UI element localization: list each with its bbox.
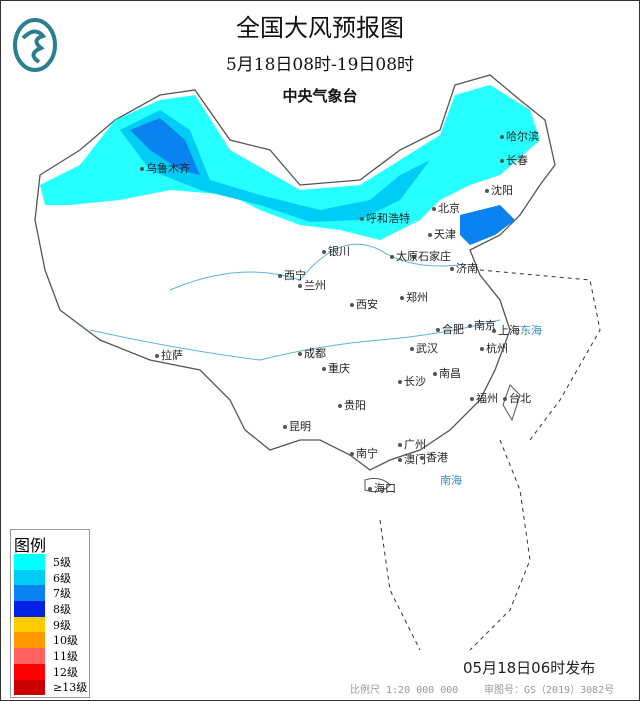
city-label: 乌鲁木齐 [140, 160, 190, 176]
legend-swatch [14, 585, 45, 602]
city-label: 杭州 [480, 340, 508, 356]
city-label: 南宁 [350, 445, 378, 461]
city-label: 海口 [368, 480, 396, 496]
legend-label: ≥13级 [53, 681, 88, 695]
forecast-period: 5月18日08时-19日08时 [225, 55, 415, 75]
city-label: 重庆 [322, 360, 350, 376]
legend-swatch [14, 616, 45, 633]
city-label: 哈尔滨 [500, 128, 539, 144]
province-boundary [479, 269, 601, 441]
legend-item: 8级 [11, 601, 89, 617]
legend-item: 11级 [11, 648, 89, 664]
city-label: 银川 [322, 243, 350, 259]
legend-label: 7级 [53, 587, 71, 601]
city-label: 台北 [503, 390, 531, 406]
city-label: 上海 [492, 322, 520, 338]
nine-dash-line [379, 439, 531, 651]
city-label: 南昌 [433, 365, 461, 381]
legend-swatch [14, 554, 45, 570]
legend-item: 12级 [11, 663, 89, 680]
city-label: 武汉 [410, 340, 438, 356]
city-label: 兰州 [298, 277, 326, 293]
legend-item: 9级 [11, 616, 89, 633]
city-label: 昆明 [283, 418, 311, 434]
city-label: 西安 [350, 296, 378, 312]
cma-logo-icon [13, 18, 57, 72]
legend-swatch [14, 679, 45, 696]
issue-time: 05月18日06时发布 [463, 659, 596, 677]
legend-item: 6级 [11, 569, 89, 586]
city-label: 福州 [470, 390, 498, 406]
legend-label: 12级 [53, 665, 78, 679]
map-approval-number: 审图号：GS（2019）3082号 [484, 685, 615, 696]
legend-swatch [14, 601, 45, 617]
city-label: 长沙 [398, 373, 426, 389]
city-label: 石家庄 [412, 248, 451, 264]
sea-label: 东海 [520, 324, 542, 337]
legend-label: 8级 [53, 602, 71, 616]
legend-item: ≥13级 [11, 679, 89, 696]
legend-swatch [14, 648, 45, 664]
legend-title: 图例 [14, 536, 47, 555]
legend-label: 11级 [53, 649, 78, 663]
legend-item: 10级 [11, 632, 89, 649]
map-title: 全国大风预报图 [236, 14, 404, 42]
city-label: 贵阳 [338, 397, 366, 413]
city-label: 济南 [450, 260, 478, 276]
city-label: 合肥 [436, 321, 464, 337]
city-label: 成都 [298, 345, 326, 361]
city-label: 天津 [428, 226, 456, 242]
city-label: 拉萨 [155, 347, 183, 363]
legend-label: 9级 [53, 618, 71, 632]
legend-swatch [14, 569, 45, 586]
city-label: 沈阳 [485, 182, 513, 198]
legend-swatch [14, 632, 45, 649]
sea-label: 南海 [440, 474, 462, 487]
city-label: 南京 [468, 317, 496, 333]
legend: 图例 5级 6级 7级 8级 9级 10级 11级 12级 ≥13级 [10, 529, 90, 698]
city-label: 太原 [390, 248, 418, 264]
wind-zone-bohai [460, 205, 515, 245]
city-label: 北京 [432, 200, 460, 216]
legend-label: 10级 [53, 634, 78, 648]
city-label: 郑州 [400, 289, 428, 305]
legend-item: 5级 [11, 554, 89, 570]
city-label: 香港 [420, 449, 448, 465]
legend-label: 5级 [53, 555, 71, 569]
legend-label: 6级 [53, 571, 71, 585]
legend-swatch [14, 663, 45, 680]
issuer-name: 中央气象台 [282, 87, 358, 105]
city-label: 长春 [500, 152, 528, 168]
legend-item: 7级 [11, 585, 89, 602]
map-scale: 比例尺 1:20 000 000 [350, 685, 459, 696]
city-label: 广州 [398, 436, 426, 452]
city-label: 呼和浩特 [360, 210, 410, 226]
